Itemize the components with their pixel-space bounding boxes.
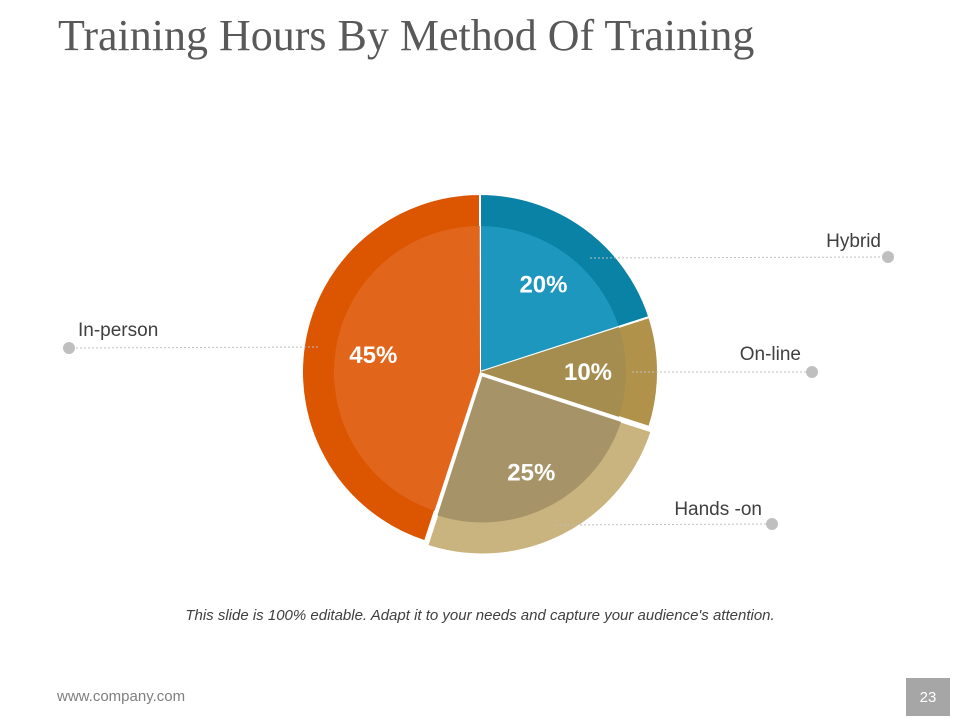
slice-inner-hands-on	[437, 376, 622, 523]
slice-value-label-hands-on: 25%	[507, 460, 555, 487]
callout-dot-hybrid	[882, 251, 894, 263]
slice-value-label-in-person: 45%	[349, 342, 397, 369]
slide-caption: This slide is 100% editable. Adapt it to…	[185, 607, 775, 624]
slice-inner-on-line	[480, 327, 626, 417]
category-label-in-person: In-person	[78, 320, 158, 341]
slice-value-label-hybrid: 20%	[519, 272, 567, 299]
slice-inner-in-person	[334, 226, 480, 511]
slide-title: Training Hours By Method Of Training	[58, 11, 755, 60]
footer-url: www.company.com	[57, 688, 186, 705]
category-label-on-line: On-line	[740, 344, 801, 365]
slice-inner-hybrid	[480, 226, 619, 372]
pie-slice-hands-on	[426, 375, 653, 556]
pie-slice-hybrid	[479, 192, 651, 374]
slice-value-label-on-line: 10%	[564, 359, 612, 386]
callout-dot-on-line	[806, 366, 818, 378]
callout-line-hands-on	[555, 523, 773, 526]
callout-line-hybrid	[589, 256, 889, 259]
page-number: 23	[906, 678, 950, 716]
category-label-hands-on: Hands -on	[674, 499, 762, 520]
pie-slice-in-person	[301, 192, 481, 543]
callout-line-in-person	[68, 346, 319, 349]
callout-dot-in-person	[63, 342, 75, 354]
category-label-hybrid: Hybrid	[826, 231, 881, 252]
callout-dot-hands-on	[766, 518, 778, 530]
